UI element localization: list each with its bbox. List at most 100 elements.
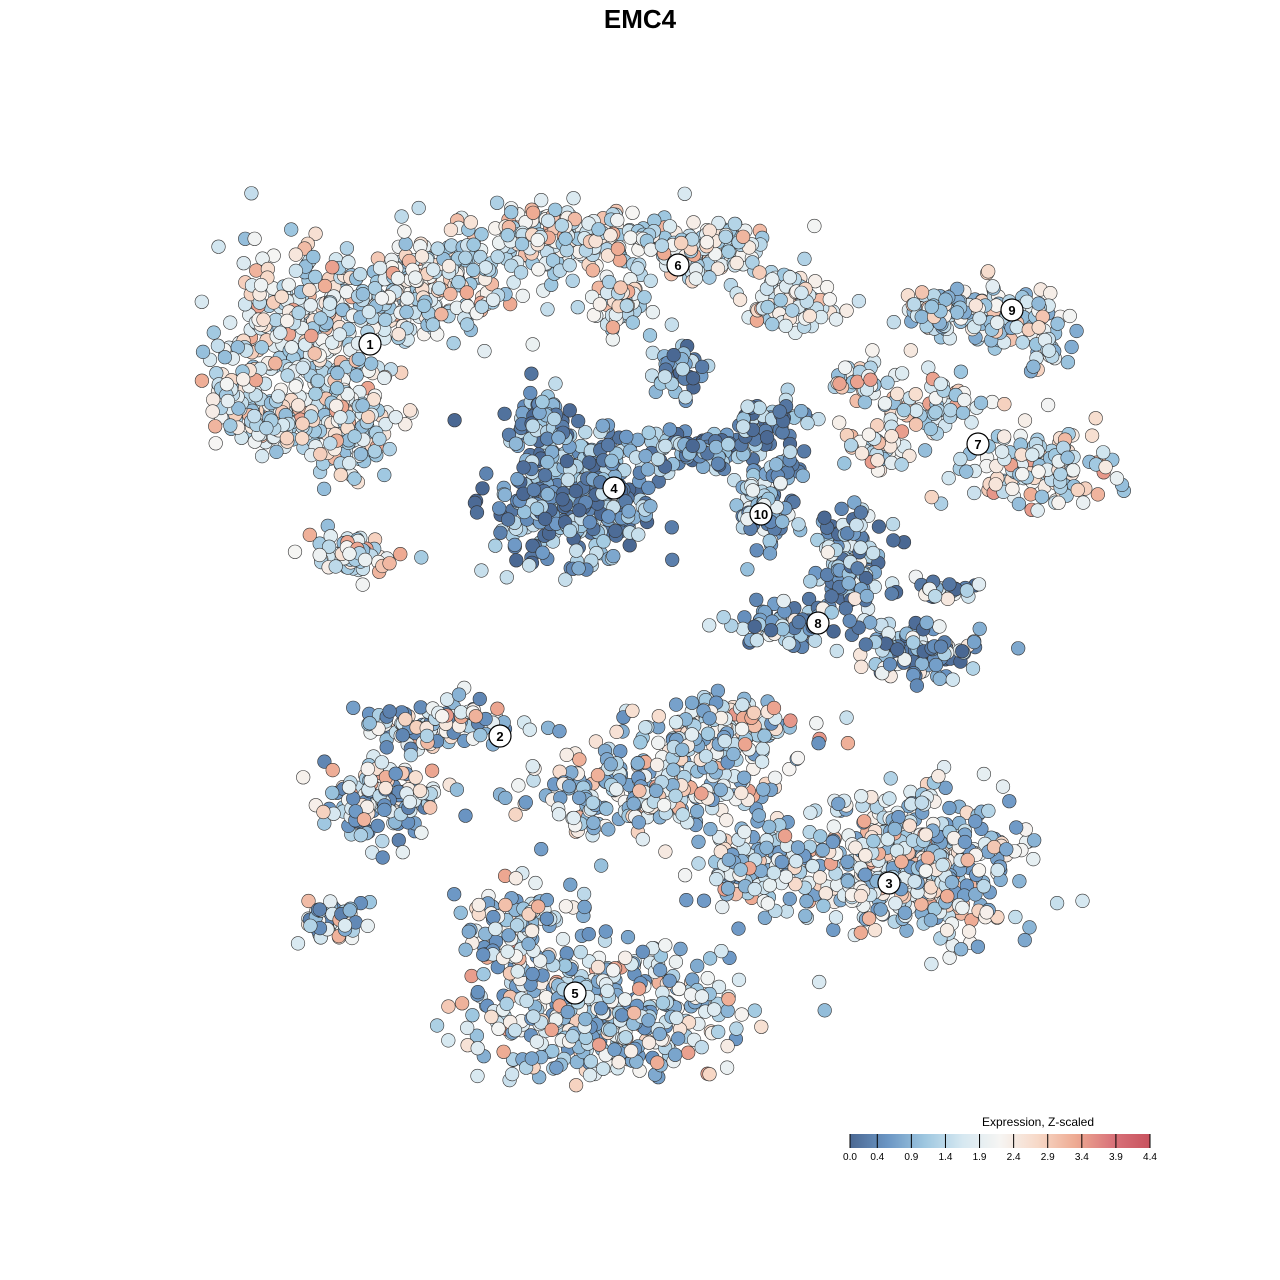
cell-point	[398, 417, 413, 432]
cell-point	[1009, 320, 1024, 335]
cell-point	[648, 783, 664, 798]
cell-point	[822, 292, 837, 307]
cell-point	[633, 735, 648, 750]
cell-point	[571, 561, 586, 576]
cell-point	[635, 944, 650, 960]
cell-point	[600, 437, 616, 453]
cell-point	[593, 1001, 609, 1016]
cell-point	[307, 346, 322, 361]
cell-point	[773, 475, 788, 491]
cell-point	[613, 280, 628, 295]
cell-point	[637, 290, 652, 305]
cell-point	[760, 896, 775, 911]
cell-point	[813, 829, 828, 844]
cell-point	[504, 1066, 520, 1082]
cell-point	[641, 1013, 656, 1028]
cell-point	[721, 991, 736, 1007]
cell-point	[933, 376, 948, 391]
cell-point	[826, 922, 841, 938]
cell-point	[909, 678, 925, 693]
cell-point	[430, 1018, 445, 1033]
cell-point	[308, 386, 323, 401]
cell-point	[443, 286, 458, 302]
cell-point	[824, 589, 839, 604]
cell-point	[736, 770, 752, 785]
cell-point	[762, 533, 777, 549]
cell-point	[794, 404, 809, 419]
cell-point	[465, 1008, 480, 1023]
cell-point	[1031, 464, 1046, 479]
cell-point	[763, 623, 779, 638]
cell-point	[295, 416, 310, 431]
cell-point	[675, 742, 690, 757]
cell-point	[702, 618, 717, 633]
cell-point	[914, 309, 929, 325]
cell-point	[611, 1055, 626, 1070]
cell-point	[367, 444, 382, 459]
legend-title: Expression, Z-scaled	[982, 1115, 1094, 1129]
cell-point	[244, 186, 259, 201]
cell-point	[477, 344, 492, 359]
cell-point	[1076, 495, 1091, 510]
cell-point	[539, 911, 555, 926]
cell-point	[460, 1020, 475, 1036]
cell-point	[1026, 851, 1041, 867]
cell-point	[364, 356, 379, 371]
cell-point	[211, 239, 226, 254]
cell-point	[709, 871, 724, 887]
cell-point	[858, 637, 873, 652]
cell-point	[475, 481, 490, 496]
cell-point	[907, 874, 922, 889]
legend-tick-label: 1.9	[973, 1152, 987, 1163]
cell-point	[684, 695, 700, 710]
cell-point	[269, 444, 284, 460]
cell-point	[525, 337, 540, 352]
cell-point	[716, 610, 731, 625]
cell-point	[914, 897, 929, 912]
cell-point	[310, 373, 326, 389]
cell-point	[558, 899, 574, 914]
cell-point	[524, 1051, 539, 1066]
cell-point	[443, 222, 459, 237]
cell-point	[664, 520, 679, 535]
cell-point	[707, 1002, 722, 1017]
cell-point	[402, 794, 418, 810]
cell-point	[525, 966, 540, 982]
cell-point	[466, 237, 481, 252]
cell-point	[518, 795, 533, 810]
cell-point	[473, 727, 488, 743]
cell-point	[231, 401, 246, 416]
cell-point	[219, 377, 234, 392]
cell-point	[960, 852, 975, 868]
cell-point	[837, 360, 853, 375]
cell-point	[778, 318, 793, 334]
cell-point	[696, 893, 712, 908]
cell-point	[618, 950, 633, 965]
cell-point	[749, 633, 765, 648]
cell-point	[220, 393, 235, 409]
cell-point	[888, 896, 903, 911]
cell-point	[435, 709, 450, 724]
cell-point	[434, 307, 449, 322]
cell-point	[528, 875, 543, 891]
cell-point	[596, 534, 611, 549]
cell-point	[391, 833, 406, 848]
cell-point	[694, 1040, 709, 1055]
cell-point	[973, 395, 989, 411]
cell-point	[832, 376, 847, 391]
cell-point	[306, 249, 321, 265]
cell-point	[759, 840, 774, 855]
cell-point	[552, 724, 567, 739]
cell-point	[1026, 359, 1041, 374]
cell-point	[560, 472, 576, 487]
cell-point	[924, 956, 939, 972]
cell-point	[999, 842, 1014, 857]
cell-point	[353, 828, 368, 843]
cell-point	[522, 722, 537, 737]
cell-point	[899, 923, 914, 938]
cell-point	[773, 293, 788, 308]
cell-point	[523, 385, 538, 401]
cell-point	[708, 440, 724, 455]
cell-point	[323, 436, 338, 451]
cell-point	[609, 724, 624, 740]
